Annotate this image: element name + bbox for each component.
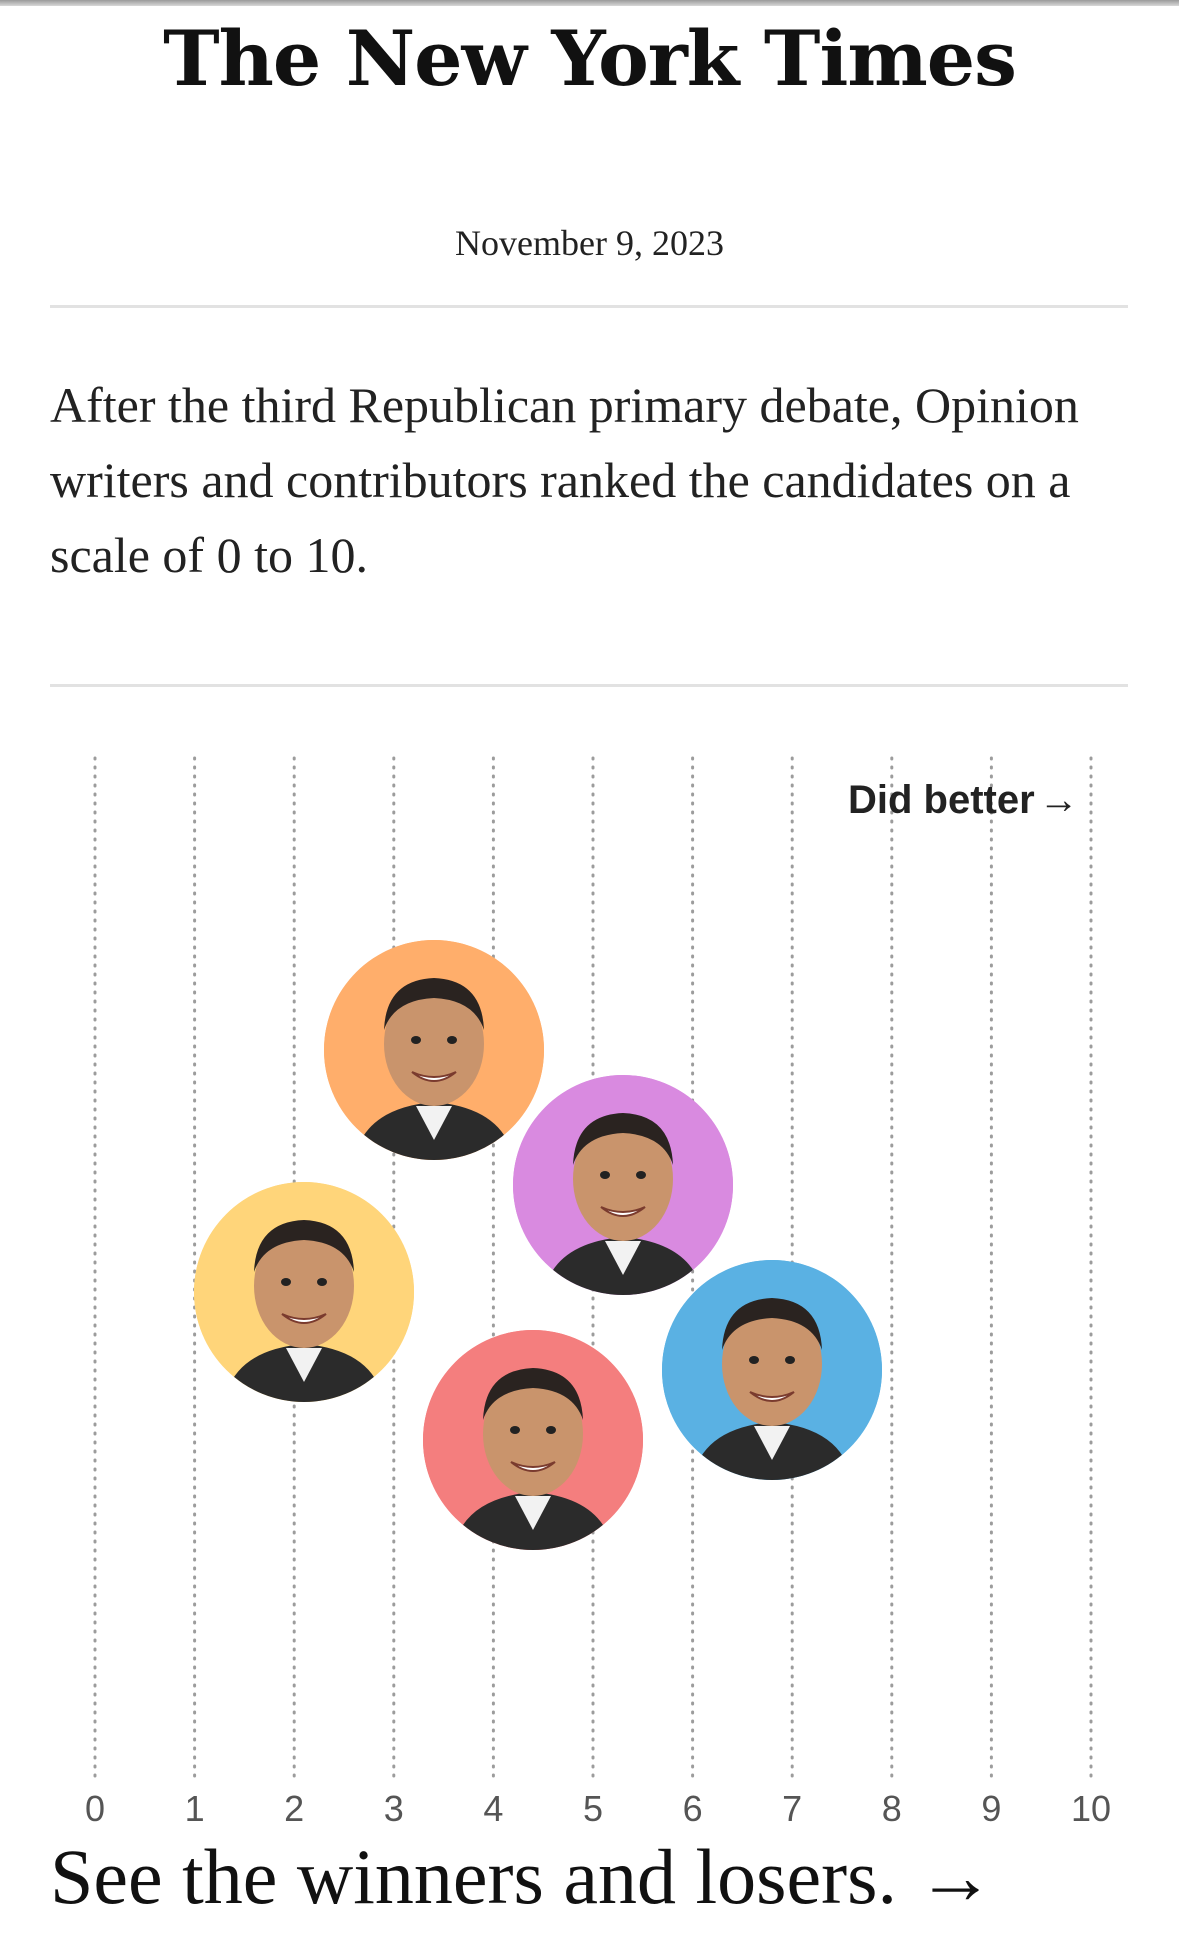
did-better-label: Did better → xyxy=(848,778,1079,822)
divider xyxy=(50,305,1128,308)
x-tick-label: 9 xyxy=(981,1788,1002,1829)
candidate-ranking-chart[interactable] xyxy=(0,740,1179,1820)
intro-text: After the third Republican primary debat… xyxy=(50,377,1079,583)
x-tick-label: 6 xyxy=(682,1788,703,1829)
arrow-right-icon: → xyxy=(1038,778,1079,822)
x-tick-label: 10 xyxy=(1070,1788,1112,1829)
candidate-photo xyxy=(662,1260,883,1480)
cta-label: See the winners and losers. xyxy=(50,1833,897,1920)
top-shadow-bar xyxy=(0,0,1179,6)
x-tick-label: 0 xyxy=(84,1788,106,1829)
x-tick-label: 2 xyxy=(284,1788,305,1829)
newsletter-date: November 9, 2023 xyxy=(455,223,724,263)
x-tick-label: 3 xyxy=(383,1788,404,1829)
x-tick-label: 7 xyxy=(782,1788,803,1829)
candidate-photo xyxy=(194,1182,415,1402)
x-tick-label: 1 xyxy=(184,1788,205,1829)
arrow-right-icon: → xyxy=(916,1833,995,1920)
chart-gridlines xyxy=(93,756,1093,1782)
masthead-logo[interactable]: The New York Times xyxy=(163,14,1017,103)
x-tick-label: 5 xyxy=(582,1788,604,1829)
candidate-photo xyxy=(323,940,544,1160)
candidate-photo xyxy=(423,1330,644,1550)
see-winners-link[interactable]: See the winners and losers. → xyxy=(50,1832,1150,1922)
candidate-photo xyxy=(512,1075,733,1295)
x-tick-label: 8 xyxy=(881,1788,902,1829)
divider xyxy=(50,684,1128,687)
x-tick-label: 4 xyxy=(483,1788,504,1829)
